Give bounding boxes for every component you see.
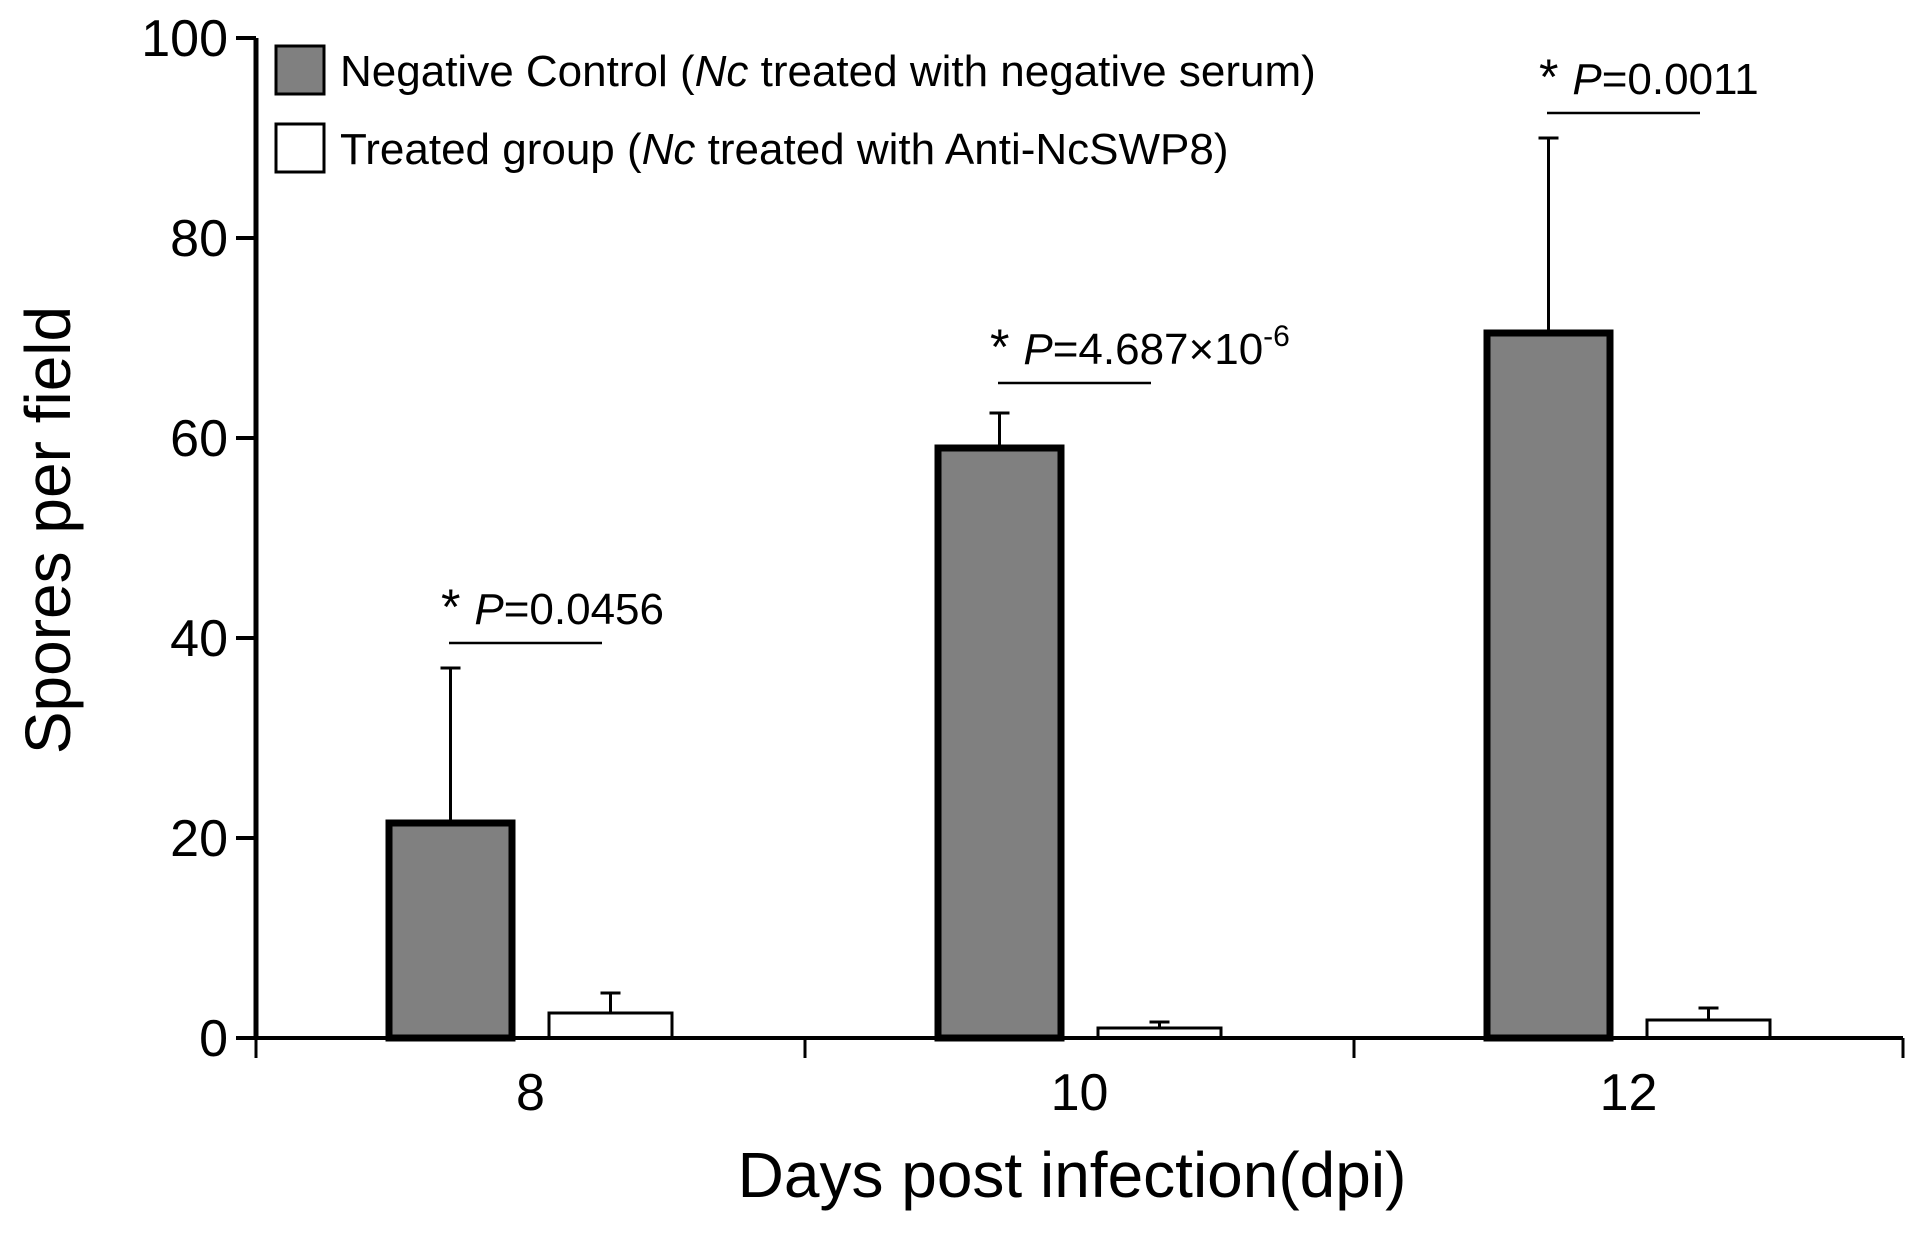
legend-swatch-negative-control <box>274 44 326 96</box>
p-symbol: P <box>1572 55 1602 104</box>
x-axis-title: Days post infection(dpi) <box>738 1139 1407 1211</box>
legend-text: Treated group ( <box>340 125 642 174</box>
legend-label-treated-group: Treated group (Nc treated with Anti-NcSW… <box>340 125 1229 174</box>
bar-negative-control <box>1483 329 1614 1042</box>
significance-star: * <box>441 579 474 635</box>
p-value-exponent: -6 <box>1263 320 1290 353</box>
y-tick-label: 60 <box>170 410 228 468</box>
y-axis-title: Spores per field <box>12 306 84 754</box>
bar-negative-control <box>385 819 516 1042</box>
legend-text-italic: Nc <box>695 47 749 96</box>
p-symbol: P <box>474 585 504 634</box>
legend-text: treated with negative serum) <box>748 47 1315 96</box>
bar-negative-control <box>934 444 1065 1042</box>
significance-label: * P=4.687×10-6 <box>990 319 1290 375</box>
significance-annotations: * P=0.0456* P=4.687×10-6* P=0.0011 <box>441 49 1759 645</box>
y-tick-label: 0 <box>199 1010 228 1068</box>
p-value: =0.0456 <box>504 585 664 634</box>
p-value: =4.687×10 <box>1053 325 1263 374</box>
x-tick-label: 12 <box>1600 1064 1658 1122</box>
significance-label: * P=0.0011 <box>1539 49 1759 105</box>
bar-treated-group <box>547 1011 674 1040</box>
legend-text-italic: Nc <box>642 125 696 174</box>
error-bars <box>440 136 1719 1028</box>
significance-star: * <box>990 319 1023 375</box>
legend-label-negative-control: Negative Control (Nc treated with negati… <box>340 47 1316 96</box>
y-tick-label: 100 <box>141 10 228 68</box>
x-tick-label: 10 <box>1051 1064 1109 1122</box>
significance-star: * <box>1539 49 1572 105</box>
significance-label: * P=0.0456 <box>441 579 664 635</box>
axes: 0 20 40 60 80 100 8 10 12 <box>141 10 1905 1122</box>
p-value: =0.0011 <box>1602 55 1759 104</box>
legend-text: treated with Anti-NcSWP8) <box>695 125 1228 174</box>
y-tick-label: 80 <box>170 210 228 268</box>
y-tick-label: 20 <box>170 810 228 868</box>
legend-swatch-treated-group <box>274 122 326 174</box>
legend: Negative Control (Nc treated with negati… <box>274 44 1316 174</box>
y-tick-label: 40 <box>170 610 228 668</box>
x-tick-label: 8 <box>516 1064 545 1122</box>
p-symbol: P <box>1023 325 1053 374</box>
bar-treated-group <box>1645 1018 1772 1040</box>
bars <box>385 329 1772 1042</box>
legend-text: Negative Control ( <box>340 47 695 96</box>
